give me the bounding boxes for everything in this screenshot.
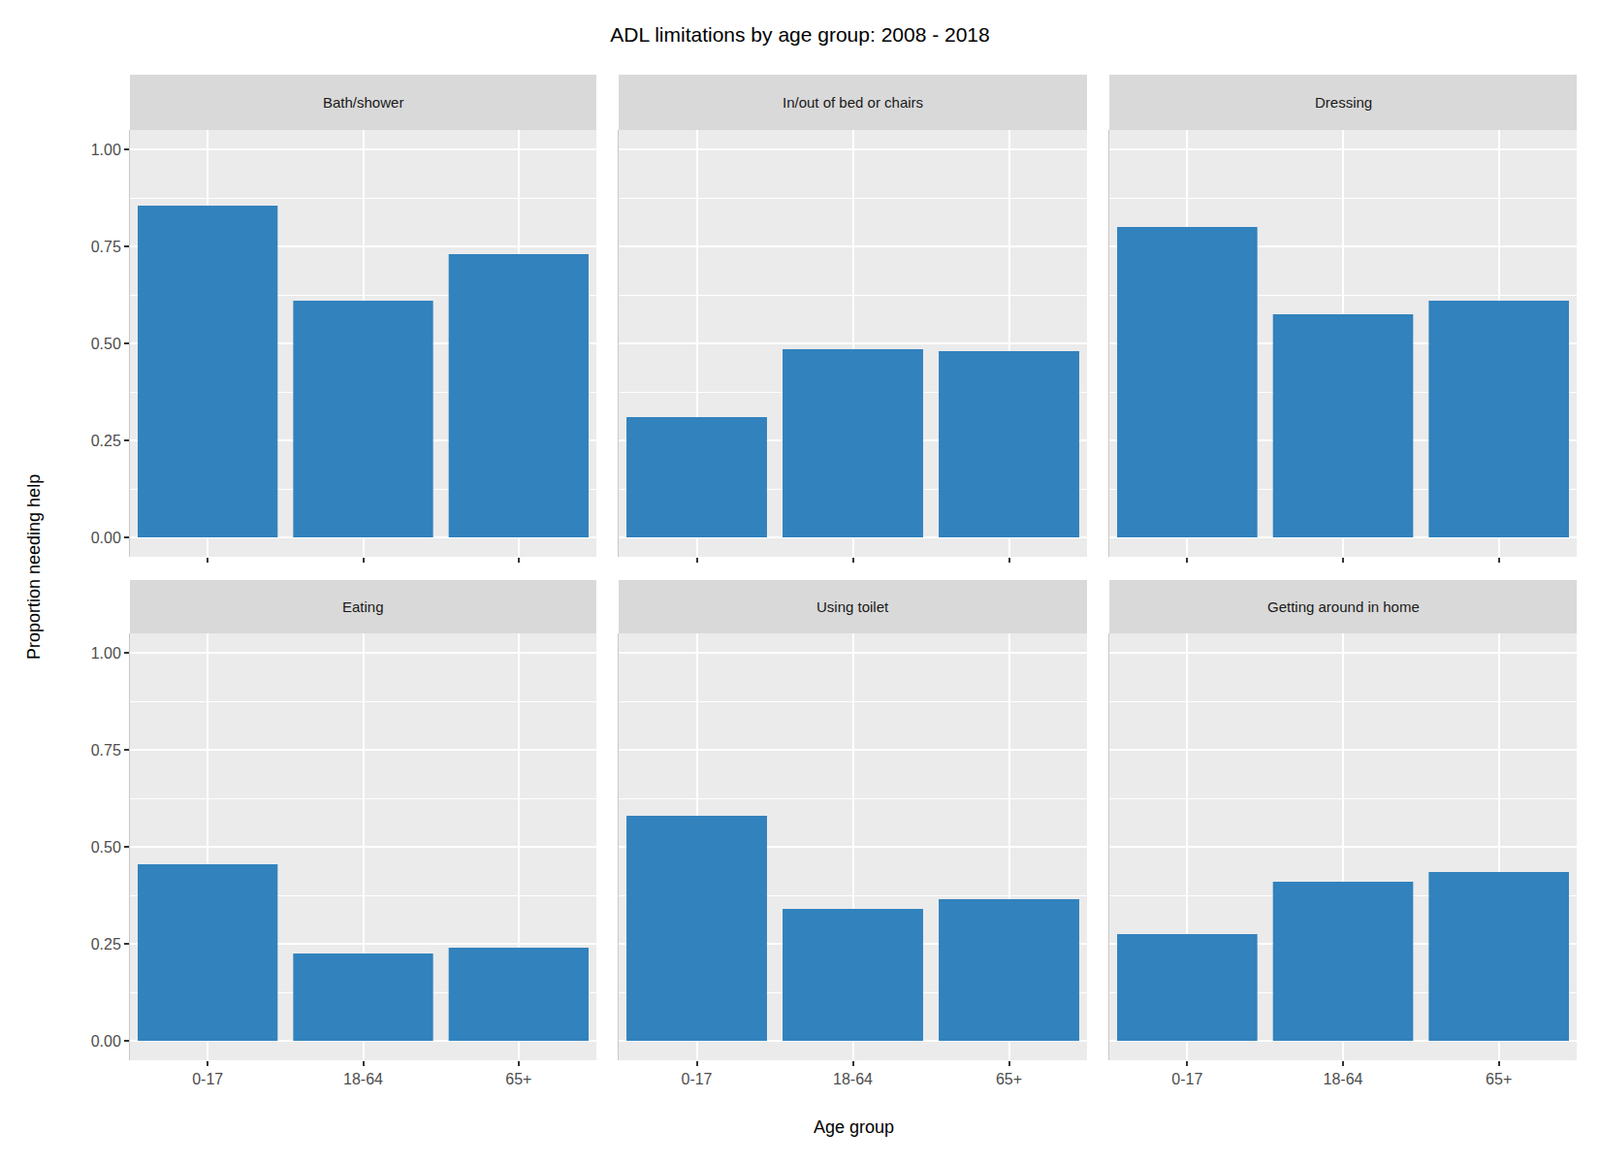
svg-text:65+: 65+ — [995, 1070, 1023, 1088]
svg-text:65+: 65+ — [505, 1070, 532, 1088]
svg-text:Age group: Age group — [813, 1117, 895, 1137]
svg-text:0-17: 0-17 — [680, 1070, 712, 1088]
svg-text:0.75: 0.75 — [91, 238, 122, 256]
svg-text:0.25: 0.25 — [91, 935, 122, 953]
svg-text:1.00: 1.00 — [91, 141, 122, 159]
svg-text:18-64: 18-64 — [832, 1070, 873, 1088]
svg-text:Dressing: Dressing — [1314, 94, 1373, 111]
svg-text:In/out of bed or chairs: In/out of bed or chairs — [782, 94, 924, 111]
svg-text:18-64: 18-64 — [343, 1070, 384, 1088]
svg-text:0-17: 0-17 — [192, 1070, 224, 1088]
svg-text:Proportion needing help: Proportion needing help — [24, 474, 44, 660]
svg-text:0.75: 0.75 — [91, 741, 122, 759]
svg-text:ADL limitations by age group:: ADL limitations by age group: 2008 - 201… — [609, 23, 990, 46]
svg-text:0.00: 0.00 — [91, 1032, 122, 1050]
svg-text:1.00: 1.00 — [91, 644, 122, 662]
svg-text:0.50: 0.50 — [91, 335, 122, 352]
svg-text:0.50: 0.50 — [91, 838, 122, 856]
svg-text:0.25: 0.25 — [91, 432, 122, 449]
svg-text:65+: 65+ — [1485, 1070, 1512, 1088]
svg-text:Getting around in home: Getting around in home — [1267, 598, 1420, 615]
svg-text:0.00: 0.00 — [91, 529, 122, 546]
svg-text:Eating: Eating — [342, 598, 384, 615]
svg-text:Bath/shower: Bath/shower — [322, 94, 404, 111]
svg-text:18-64: 18-64 — [1323, 1070, 1364, 1088]
svg-text:0-17: 0-17 — [1171, 1070, 1203, 1088]
svg-text:Using toilet: Using toilet — [816, 598, 890, 615]
